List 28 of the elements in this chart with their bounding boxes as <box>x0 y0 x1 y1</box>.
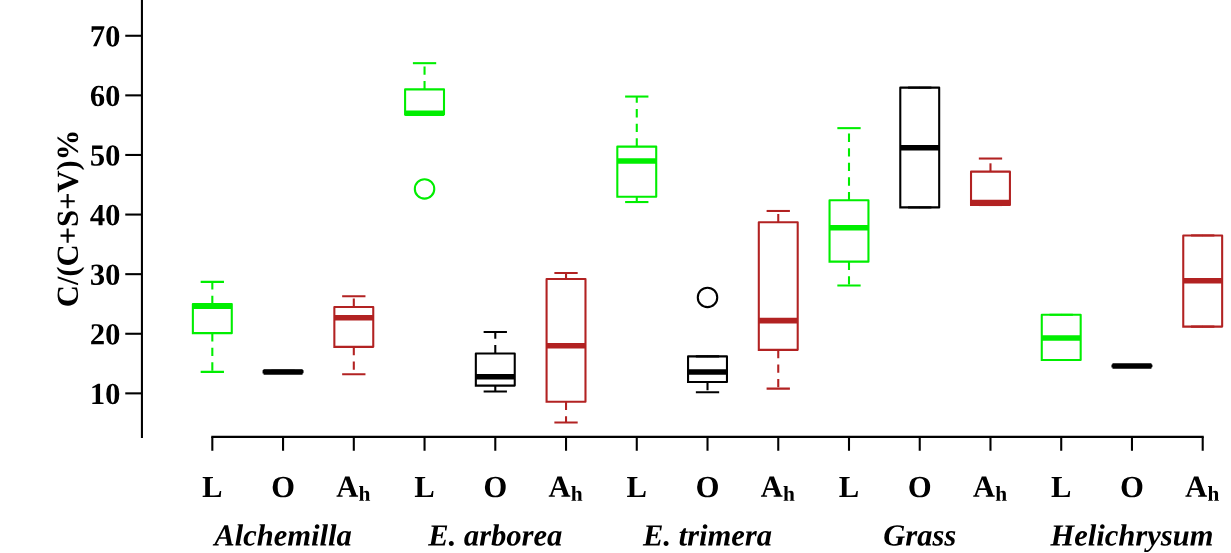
text: E. arborea <box>428 524 562 546</box>
y-tick-label: 70 <box>91 26 120 47</box>
x-tick-label: O <box>1121 476 1143 498</box>
x-tick-label: O <box>697 476 718 498</box>
text: Helichrysum <box>1050 524 1212 553</box>
y-tick-label: 10 <box>92 383 120 405</box>
x-tick-label: O <box>909 476 931 498</box>
text: Grass <box>884 525 956 546</box>
x-tick-label: L <box>839 476 858 497</box>
x-tick-label: A$_{h}$ <box>548 476 583 501</box>
y-tick-label: 50 <box>91 145 120 166</box>
text: Alchemilla <box>212 524 352 546</box>
x-tick-label: L <box>1051 476 1071 497</box>
text: E. trimera <box>642 524 772 546</box>
x-tick-label: A$_{h}$ <box>336 476 371 501</box>
x-tick-label: L <box>414 476 434 497</box>
x-tick-label: O <box>484 476 506 498</box>
x-tick-label: L <box>627 476 646 497</box>
x-tick-label: O <box>272 476 294 498</box>
x-tick-label: A$_{h}$ <box>973 476 1007 501</box>
x-tick-label: L <box>202 476 222 497</box>
y-axis-title: C/(C+S+V)% <box>56 132 85 306</box>
x-tick-label: A$_{h}$ <box>1185 476 1220 501</box>
y-tick-label: 60 <box>90 85 120 107</box>
y-tick-label: 20 <box>91 324 120 345</box>
y-tick-label: 40 <box>90 204 120 226</box>
y-tick-label: 30 <box>91 264 120 286</box>
x-tick-label: A$_{h}$ <box>760 476 795 501</box>
